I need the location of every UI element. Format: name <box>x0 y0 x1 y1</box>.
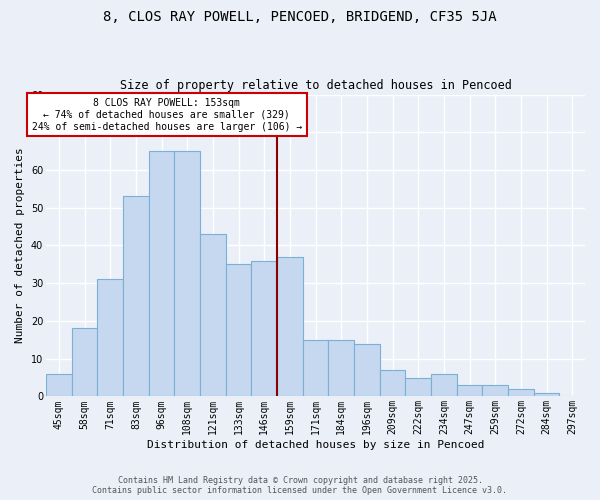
Title: Size of property relative to detached houses in Pencoed: Size of property relative to detached ho… <box>119 79 511 92</box>
Bar <box>508 389 533 396</box>
Bar <box>277 257 302 396</box>
Bar <box>251 260 277 396</box>
Bar <box>533 392 559 396</box>
Bar <box>354 344 380 396</box>
Bar <box>200 234 226 396</box>
Bar <box>302 340 328 396</box>
Y-axis label: Number of detached properties: Number of detached properties <box>16 148 25 344</box>
X-axis label: Distribution of detached houses by size in Pencoed: Distribution of detached houses by size … <box>147 440 484 450</box>
Bar <box>406 378 431 396</box>
Text: Contains HM Land Registry data © Crown copyright and database right 2025.
Contai: Contains HM Land Registry data © Crown c… <box>92 476 508 495</box>
Bar <box>46 374 72 396</box>
Bar <box>123 196 149 396</box>
Bar <box>328 340 354 396</box>
Text: 8 CLOS RAY POWELL: 153sqm
← 74% of detached houses are smaller (329)
24% of semi: 8 CLOS RAY POWELL: 153sqm ← 74% of detac… <box>32 98 302 132</box>
Bar <box>482 385 508 396</box>
Bar <box>97 280 123 396</box>
Bar <box>380 370 406 396</box>
Bar <box>175 151 200 396</box>
Bar <box>457 385 482 396</box>
Bar <box>226 264 251 396</box>
Bar <box>149 151 175 396</box>
Bar <box>431 374 457 396</box>
Bar <box>72 328 97 396</box>
Text: 8, CLOS RAY POWELL, PENCOED, BRIDGEND, CF35 5JA: 8, CLOS RAY POWELL, PENCOED, BRIDGEND, C… <box>103 10 497 24</box>
